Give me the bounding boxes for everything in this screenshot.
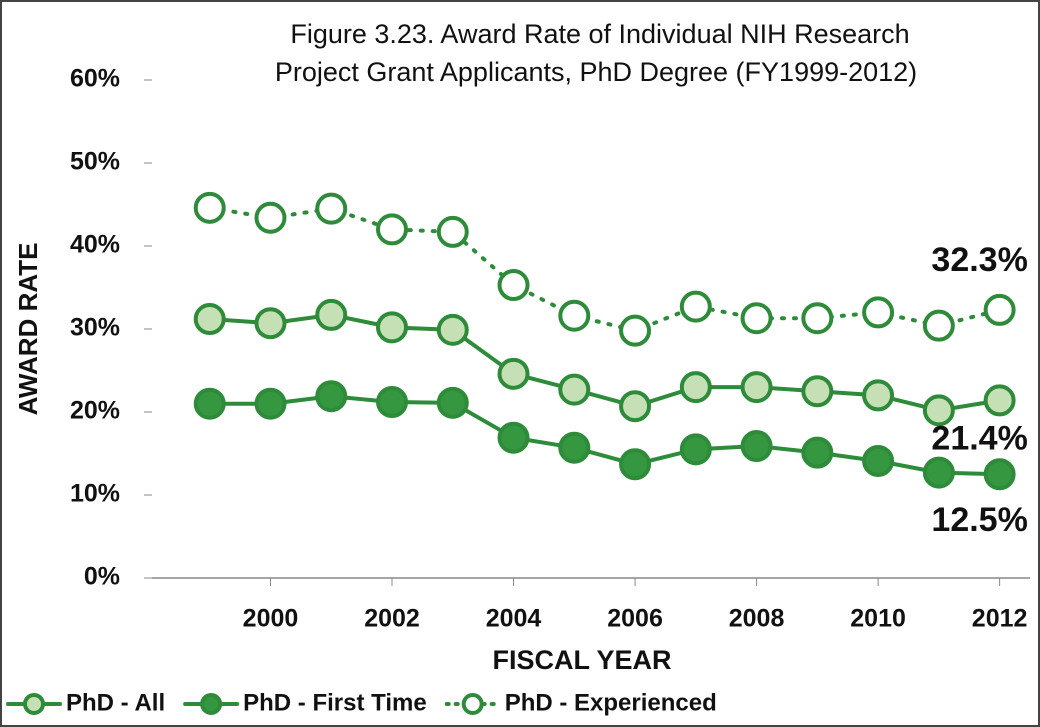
chart-title: Project Grant Applicants, PhD Degree (FY… xyxy=(275,57,917,87)
data-point xyxy=(619,448,652,481)
legend-label: PhD - All xyxy=(66,689,165,716)
value-label: 21.4% xyxy=(931,419,1027,457)
data-point xyxy=(436,215,469,248)
data-point xyxy=(922,456,955,489)
data-point xyxy=(619,314,652,347)
x-axis-label: FISCAL YEAR xyxy=(492,645,671,675)
legend-label: PhD - Experienced xyxy=(505,689,717,716)
data-point xyxy=(922,394,955,427)
x-tick-label: 2012 xyxy=(972,605,1028,633)
data-point xyxy=(740,430,773,463)
data-point xyxy=(862,444,895,477)
data-point xyxy=(315,192,348,225)
data-point xyxy=(801,302,834,335)
legend-label: PhD - First Time xyxy=(243,689,427,716)
legend-item: PhD - Experienced xyxy=(444,689,717,716)
x-tick-label: 2006 xyxy=(607,605,663,633)
y-tick-label: 40% xyxy=(70,231,120,259)
data-point xyxy=(983,384,1016,417)
y-tick-label: 30% xyxy=(70,314,120,342)
data-point xyxy=(436,386,469,419)
legend-marker xyxy=(461,693,484,715)
y-tick-label: 10% xyxy=(70,480,120,508)
data-point xyxy=(193,303,226,336)
data-point xyxy=(497,269,530,302)
data-point xyxy=(679,371,712,404)
data-point xyxy=(862,379,895,412)
x-tick-label: 2010 xyxy=(850,605,906,633)
data-point xyxy=(679,290,712,323)
data-point xyxy=(740,371,773,404)
legend-item: PhD - First Time xyxy=(183,689,427,716)
chart-title: Figure 3.23. Award Rate of Individual NI… xyxy=(290,19,909,49)
data-point xyxy=(801,436,834,469)
data-point xyxy=(376,311,409,344)
data-point xyxy=(922,309,955,342)
data-point xyxy=(193,191,226,224)
data-point xyxy=(679,433,712,466)
data-point xyxy=(315,298,348,331)
data-point xyxy=(740,302,773,335)
y-tick-label: 20% xyxy=(70,397,120,425)
data-point xyxy=(193,387,226,420)
data-point xyxy=(558,299,591,332)
legend-marker xyxy=(23,693,45,715)
data-point xyxy=(983,458,1016,491)
data-point xyxy=(254,201,287,234)
x-tick-label: 2002 xyxy=(364,605,420,633)
data-point xyxy=(558,431,591,464)
value-label: 32.3% xyxy=(931,241,1027,279)
data-point xyxy=(983,293,1016,326)
x-tick-label: 2008 xyxy=(729,605,785,633)
data-point xyxy=(862,296,895,329)
legend-marker xyxy=(200,693,223,715)
y-axis-label: AWARD RATE xyxy=(13,243,43,416)
data-point xyxy=(558,373,591,406)
x-tick-label: 2004 xyxy=(486,605,542,633)
data-point xyxy=(436,313,469,346)
data-point xyxy=(376,386,409,419)
x-tick-label: 2000 xyxy=(243,605,299,633)
data-point xyxy=(497,421,530,454)
legend-item: PhD - All xyxy=(6,689,165,716)
value-label: 12.5% xyxy=(931,501,1027,539)
y-tick-label: 60% xyxy=(70,65,120,93)
y-tick-label: 50% xyxy=(70,148,120,176)
data-point xyxy=(254,387,287,420)
data-point xyxy=(619,390,652,423)
data-point xyxy=(376,213,409,246)
y-tick-label: 0% xyxy=(84,563,120,591)
data-point xyxy=(801,375,834,408)
data-point xyxy=(254,307,287,340)
data-point xyxy=(315,380,348,413)
data-point xyxy=(497,357,530,390)
